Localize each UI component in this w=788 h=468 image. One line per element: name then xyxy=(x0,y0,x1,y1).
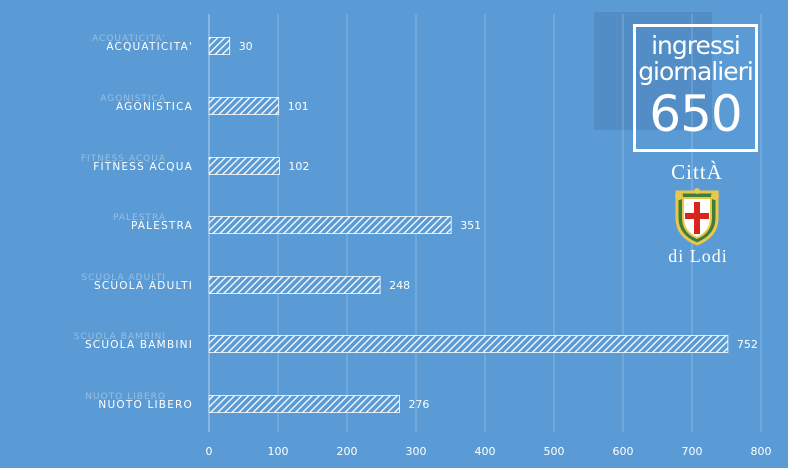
bar xyxy=(208,97,280,115)
bar xyxy=(208,157,280,175)
category-label: SCUOLA BAMBINI xyxy=(85,339,193,351)
category-label: PALESTRA xyxy=(131,220,193,232)
data-label: 248 xyxy=(389,279,410,292)
x-tick-label: 400 xyxy=(475,445,496,458)
city-logo-top-text: CittÀ xyxy=(671,160,723,184)
data-label: 30 xyxy=(239,40,253,53)
category-label: AGONISTICA xyxy=(116,101,193,113)
daily-entries-badge: ingressi giornalieri 650 xyxy=(633,24,758,152)
data-label: 101 xyxy=(288,100,309,113)
category-label: SCUOLA ADULTI xyxy=(94,280,193,292)
category-label-shadow: ACQUATICITA' xyxy=(92,34,166,44)
x-tick-label: 100 xyxy=(268,445,289,458)
bar xyxy=(208,276,381,294)
data-label: 102 xyxy=(288,160,309,173)
x-tick-label: 800 xyxy=(751,445,772,458)
city-logo-bottom-text: di Lodi xyxy=(668,246,728,266)
category-label-shadow: AGONISTICA xyxy=(100,94,166,104)
bar xyxy=(208,335,729,353)
x-tick-label: 600 xyxy=(613,445,634,458)
labels: 0 100 200 300 400 500 600 700 800 ACQUATICITA'ACQ… xyxy=(74,34,772,458)
category-label-shadow: FITNESS ACQUA xyxy=(81,154,166,164)
data-label: 752 xyxy=(737,338,758,351)
badge-line-2: giornalieri xyxy=(638,57,754,86)
x-tick-label: 200 xyxy=(337,445,358,458)
bar xyxy=(208,216,452,234)
bar xyxy=(208,37,231,55)
x-tick-label: 0 xyxy=(206,445,213,458)
category-label: NUOTO LIBERO xyxy=(98,399,193,411)
category-label-shadow: NUOTO LIBERO xyxy=(85,392,166,402)
badge-line-1: ingressi xyxy=(651,31,741,60)
bar xyxy=(208,395,400,413)
data-label: 276 xyxy=(408,398,429,411)
badge-number: 650 xyxy=(649,85,742,143)
category-label: FITNESS ACQUA xyxy=(93,161,193,173)
x-tick-label: 500 xyxy=(544,445,565,458)
category-label-shadow: SCUOLA ADULTI xyxy=(81,273,166,283)
background-panel xyxy=(594,12,712,130)
category-label: ACQUATICITA' xyxy=(106,41,193,53)
category-label-shadow: SCUOLA BAMBINI xyxy=(74,332,166,342)
x-tick-label: 700 xyxy=(682,445,703,458)
x-tick-label: 300 xyxy=(406,445,427,458)
data-label: 351 xyxy=(460,219,481,232)
bars xyxy=(208,37,729,413)
city-crest-icon xyxy=(675,188,719,246)
category-label-shadow: PALESTRA xyxy=(113,213,166,223)
